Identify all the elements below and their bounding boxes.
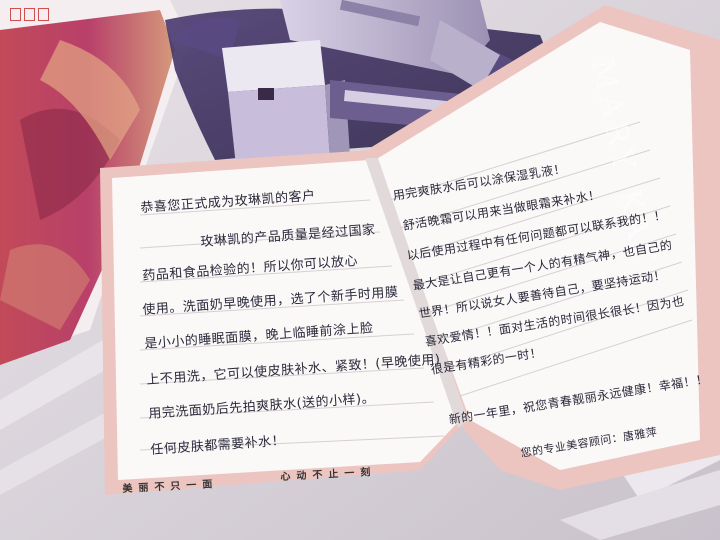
- product-tube: [280, 0, 500, 90]
- brochure: [0, 0, 190, 365]
- product-box: [222, 40, 350, 166]
- greeting-card: [100, 5, 720, 495]
- chair-slat: [0, 410, 120, 495]
- postcode-boxes: [10, 8, 49, 21]
- chair-slat: [560, 470, 720, 540]
